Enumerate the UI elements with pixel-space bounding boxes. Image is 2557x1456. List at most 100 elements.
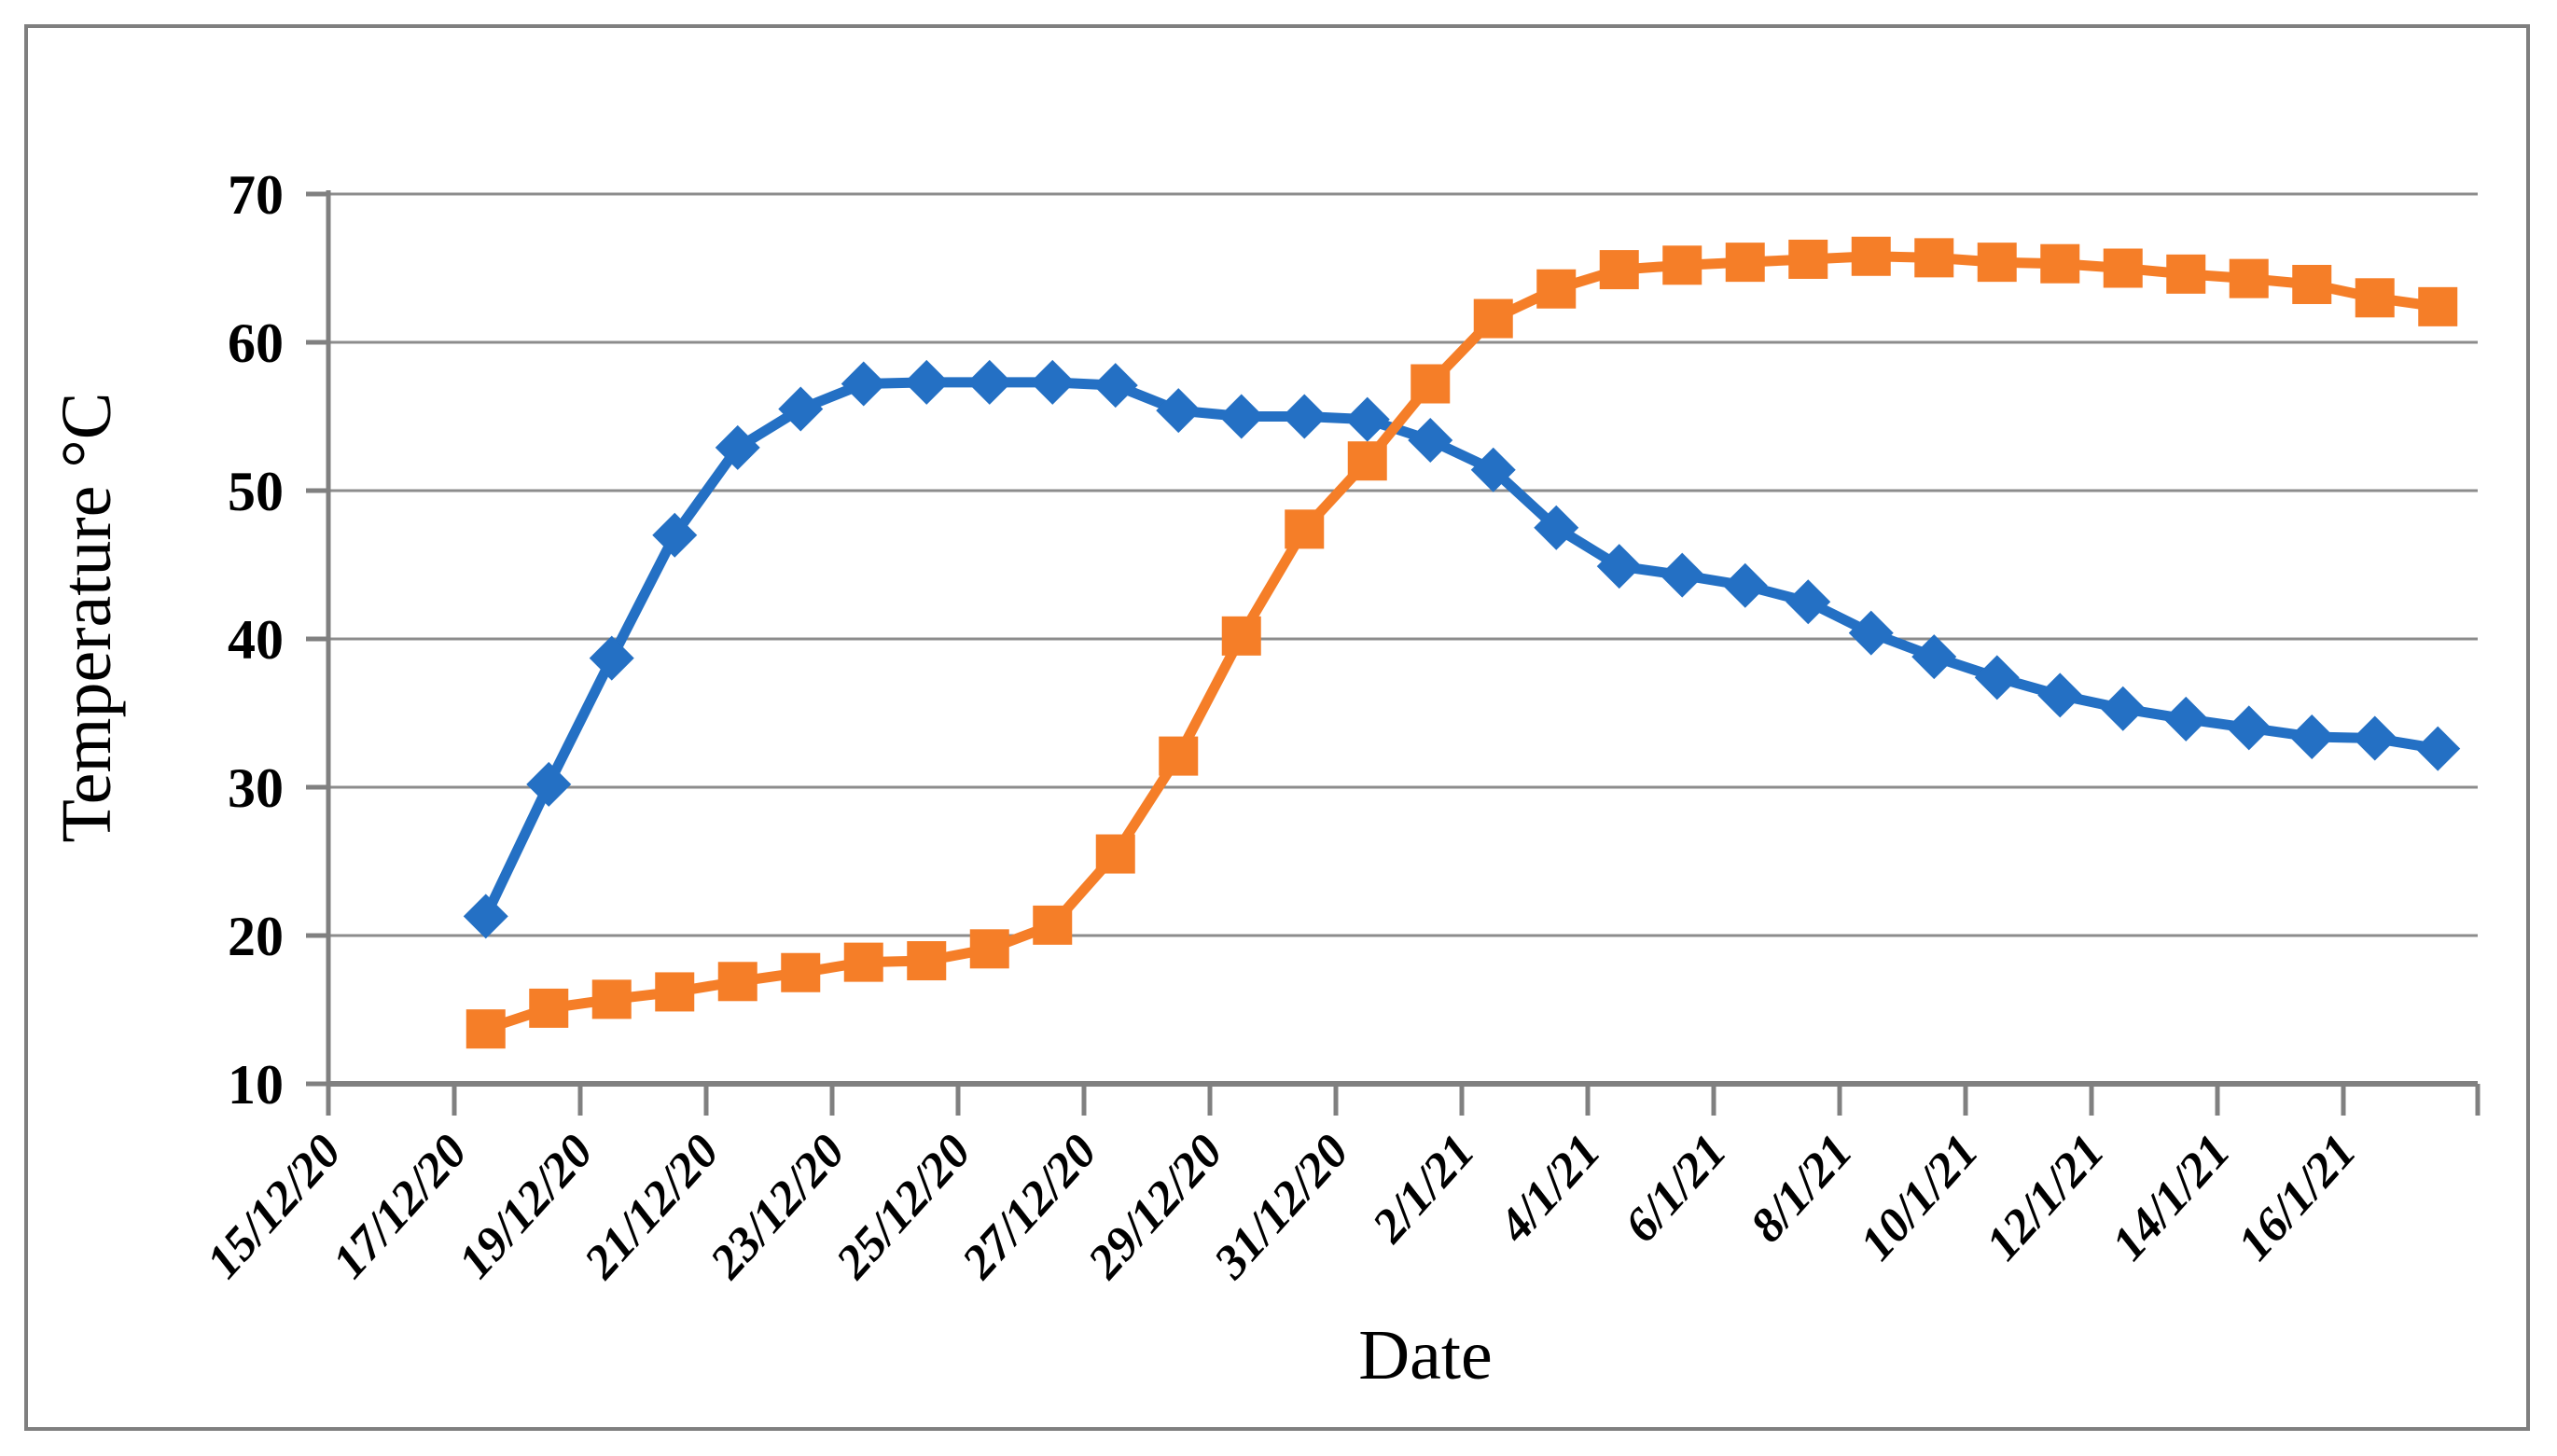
orange-square-series-point-22/12/20 [781, 952, 821, 992]
blue-diamond-series-point-4/1/21 [1596, 544, 1642, 589]
blue-diamond-series-point-30/12/20 [1282, 394, 1327, 439]
blue-diamond-series-point-26/12/20 [1030, 359, 1076, 405]
orange-square-series-point-27/12/20 [1095, 834, 1135, 874]
orange-square-series-point-8/1/21 [1851, 236, 1891, 276]
x-axis-title: Date [1358, 1316, 1492, 1394]
blue-diamond-series-point-8/1/21 [1848, 610, 1894, 656]
blue-diamond-series-point-28/12/20 [1156, 388, 1202, 434]
blue-diamond-series-point-24/12/20 [904, 359, 950, 405]
x-tick-label-8/1/21: 8/1/21 [1741, 1125, 1863, 1253]
x-tick-label-27/12/20: 27/12/20 [952, 1125, 1107, 1289]
orange-square-series-point-30/12/20 [1285, 509, 1325, 549]
y-tick-label-40: 40 [228, 609, 284, 671]
x-tick-label-25/12/20: 25/12/20 [826, 1125, 981, 1289]
orange-square-series-point-19/12/20 [591, 979, 632, 1019]
orange-square-series-point-15/1/21 [2292, 264, 2332, 304]
x-tick-label-14/1/21: 14/1/21 [2102, 1125, 2241, 1270]
x-axis-tick-labels: 15/12/2017/12/2019/12/2021/12/2023/12/20… [197, 1125, 2367, 1289]
blue-diamond-series-point-14/1/21 [2226, 705, 2272, 751]
orange-square-series-point-26/12/20 [1033, 905, 1073, 945]
blue-diamond-series-point-18/12/20 [526, 761, 572, 807]
blue-diamond-series-point-6/1/21 [1722, 562, 1768, 608]
x-tick-label-23/12/20: 23/12/20 [700, 1125, 855, 1289]
y-tick-label-70: 70 [228, 164, 284, 226]
orange-square-series-line [480, 251, 2443, 1034]
x-tick-label-17/12/20: 17/12/20 [323, 1125, 478, 1289]
x-tick-label-6/1/21: 6/1/21 [1615, 1125, 1737, 1253]
blue-diamond-series-point-31/12/20 [1344, 396, 1390, 442]
orange-square-series-point-13/1/21 [2166, 254, 2206, 294]
orange-square-series-point-10/1/21 [1977, 243, 2017, 283]
x-tick-label-10/1/21: 10/1/21 [1850, 1125, 1989, 1270]
blue-diamond-series-point-2/1/21 [1470, 447, 1516, 492]
orange-square-series-point-12/1/21 [2103, 248, 2143, 288]
orange-square-series-point-6/1/21 [1725, 243, 1765, 283]
y-tick-label-50: 50 [228, 461, 284, 522]
x-tick-label-4/1/21: 4/1/21 [1488, 1125, 1611, 1254]
blue-diamond-series-point-12/1/21 [2100, 686, 2146, 731]
blue-diamond-series-point-17/12/20 [463, 894, 508, 939]
orange-square-series-point-11/1/21 [2040, 243, 2080, 284]
blue-diamond-series-point-15/1/21 [2289, 714, 2335, 759]
y-axis-title: Temperature °C [48, 393, 126, 843]
orange-square-series-point-25/12/20 [969, 929, 1009, 969]
orange-square-series-point-1/1/21 [1411, 364, 1451, 404]
blue-diamond-series-point-21/12/20 [715, 424, 760, 470]
blue-diamond-series-point-27/12/20 [1092, 363, 1138, 409]
x-tick-label-29/12/20: 29/12/20 [1077, 1125, 1233, 1289]
x-tick-label-15/12/20: 15/12/20 [197, 1125, 352, 1289]
blue-diamond-series-line [480, 377, 2443, 922]
orange-square-series [466, 236, 2458, 1049]
blue-diamond-series-point-9/1/21 [1911, 634, 1957, 680]
x-tick-label-2/1/21: 2/1/21 [1362, 1125, 1485, 1254]
blue-diamond-series [463, 359, 2461, 939]
y-tick-label-30: 30 [228, 757, 284, 819]
blue-diamond-series-point-16/1/21 [2352, 715, 2397, 761]
blue-diamond-series-point-13/1/21 [2163, 696, 2209, 742]
orange-square-series-point-17/12/20 [466, 1009, 506, 1049]
orange-square-series-point-9/1/21 [1914, 238, 1954, 278]
blue-diamond-series-point-20/12/20 [652, 512, 698, 558]
orange-square-series-point-28/12/20 [1159, 736, 1199, 776]
orange-square-series-point-23/12/20 [843, 942, 883, 982]
x-tick-label-31/12/20: 31/12/20 [1203, 1125, 1359, 1289]
gridlines [328, 192, 2478, 937]
orange-square-series-point-16/1/21 [2355, 278, 2395, 318]
series-layer [463, 236, 2461, 1049]
blue-diamond-series-point-5/1/21 [1660, 552, 1705, 598]
orange-square-series-point-29/12/20 [1221, 616, 1261, 656]
blue-diamond-series-point-22/12/20 [778, 386, 824, 432]
x-tick-label-16/1/21: 16/1/21 [2228, 1125, 2367, 1270]
blue-diamond-series-point-23/12/20 [841, 361, 886, 407]
orange-square-series-point-18/12/20 [529, 988, 569, 1028]
orange-square-series-point-3/1/21 [1536, 269, 1577, 309]
blue-diamond-series-point-17/1/21 [2415, 726, 2461, 771]
blue-diamond-series-point-19/12/20 [589, 635, 634, 681]
y-tick-label-60: 60 [228, 312, 284, 374]
blue-diamond-series-point-1/1/21 [1408, 417, 1453, 463]
y-axis-tick-labels: 70 60 50 40 30 20 10 [228, 164, 284, 1116]
blue-diamond-series-point-11/1/21 [2037, 673, 2083, 718]
blue-diamond-series-point-25/12/20 [966, 359, 1012, 405]
blue-diamond-series-point-3/1/21 [1534, 505, 1579, 550]
orange-square-series-point-2/1/21 [1473, 298, 1513, 339]
axes [306, 190, 2481, 1116]
y-tick-label-10: 10 [228, 1054, 284, 1116]
orange-square-series-point-14/1/21 [2229, 258, 2269, 298]
orange-square-series-point-24/12/20 [907, 941, 947, 981]
orange-square-series-point-7/1/21 [1788, 239, 1828, 279]
x-tick-label-12/1/21: 12/1/21 [1976, 1125, 2115, 1270]
orange-square-series-point-21/12/20 [717, 962, 757, 1002]
orange-square-series-point-4/1/21 [1599, 250, 1639, 290]
x-tick-label-21/12/20: 21/12/20 [574, 1125, 730, 1289]
orange-square-series-point-20/12/20 [655, 972, 695, 1012]
blue-diamond-series-point-29/12/20 [1218, 394, 1264, 439]
orange-square-series-point-31/12/20 [1347, 441, 1387, 481]
orange-square-series-point-5/1/21 [1662, 245, 1702, 285]
blue-diamond-series-point-10/1/21 [1974, 655, 2020, 700]
x-tick-label-19/12/20: 19/12/20 [449, 1125, 604, 1289]
blue-diamond-series-point-7/1/21 [1786, 579, 1831, 625]
y-tick-label-20: 20 [228, 906, 284, 967]
